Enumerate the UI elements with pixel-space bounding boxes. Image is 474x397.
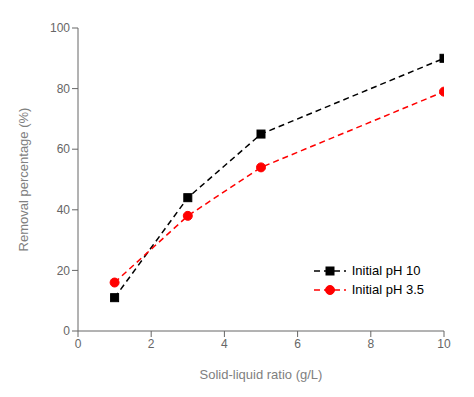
svg-text:6: 6 xyxy=(294,337,301,351)
html-text:Initial pH 3.5: Initial pH 3.5 xyxy=(351,282,424,297)
svg-text:100: 100 xyxy=(50,21,70,35)
svg-text:2: 2 xyxy=(148,337,155,351)
svg-text:10: 10 xyxy=(437,337,451,351)
svg-text:Solid-liquid ratio (g/L): Solid-liquid ratio (g/L) xyxy=(200,367,323,382)
svg-text:40: 40 xyxy=(57,203,71,217)
svg-text:20: 20 xyxy=(57,264,71,278)
svg-text:0: 0 xyxy=(63,324,70,338)
svg-text:0: 0 xyxy=(75,337,82,351)
svg-text:4: 4 xyxy=(221,337,228,351)
svg-text:Removal percentage (%): Removal percentage (%) xyxy=(16,108,31,252)
html-text:Initial pH 10: Initial pH 10 xyxy=(351,263,421,278)
svg-text:80: 80 xyxy=(57,82,71,96)
svg-text:8: 8 xyxy=(367,337,374,351)
svg-text:60: 60 xyxy=(57,142,71,156)
